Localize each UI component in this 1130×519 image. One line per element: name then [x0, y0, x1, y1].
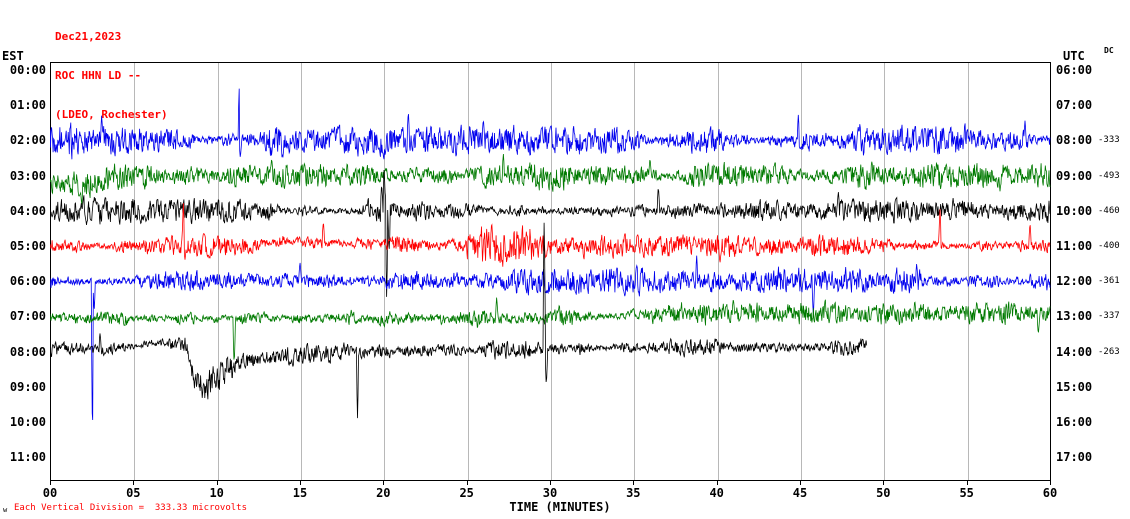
grid-line — [884, 63, 886, 480]
grid-line — [467, 63, 469, 480]
right-axis-label: UTC — [1063, 49, 1085, 63]
dc-offset-value: -263 — [1098, 346, 1120, 357]
est-time-label: 07:00 — [9, 309, 46, 324]
grid-line — [384, 63, 386, 480]
utc-time-label: 11:00 — [1056, 239, 1093, 253]
est-time-label: 04:00 — [9, 203, 46, 218]
dc-offset-value: -400 — [1098, 241, 1120, 251]
seismo-trace-0800-est — [50, 222, 868, 419]
plot-area — [50, 62, 1051, 481]
x-tick-mark — [383, 481, 385, 485]
utc-time-label: 14:00 — [1056, 344, 1093, 359]
x-tick-label: 15 — [292, 486, 308, 500]
x-tick-label: 55 — [959, 486, 974, 500]
utc-time-label: 08:00 — [1056, 133, 1093, 148]
utc-time-label: 06:00 — [1056, 63, 1093, 77]
seismo-trace-0600-est — [50, 255, 1051, 421]
scale-note: Each Vertical Division = 333.33 microvol… — [14, 503, 247, 513]
utc-time-label: 16:00 — [1056, 415, 1093, 429]
left-axis-label: EST — [2, 49, 24, 63]
grid-line — [134, 63, 136, 480]
est-time-label: 05:00 — [9, 239, 46, 253]
dc-offset-value: -361 — [1098, 276, 1120, 287]
grid-line — [551, 63, 552, 480]
grid-line — [967, 63, 969, 480]
x-tick-label: 35 — [626, 486, 641, 500]
est-time-label: 11:00 — [9, 450, 46, 465]
x-tick-mark — [216, 481, 218, 485]
est-time-label: 02:00 — [9, 133, 46, 148]
est-time-label: 01:00 — [9, 98, 46, 113]
utc-time-label: 09:00 — [1056, 168, 1093, 183]
header-station: ROC HHN LD -- — [55, 69, 142, 82]
x-tick-label: 50 — [876, 486, 891, 500]
est-time-label: 00:00 — [9, 63, 46, 77]
est-time-label: 09:00 — [9, 379, 46, 394]
est-time-label: 03:00 — [9, 168, 46, 183]
x-tick-mark — [133, 481, 135, 485]
x-tick-mark — [633, 481, 635, 485]
grid-line — [717, 63, 719, 480]
x-tick-label: 30 — [542, 486, 558, 500]
dc-offset-value: -337 — [1098, 311, 1120, 322]
x-tick-label: 45 — [792, 486, 808, 500]
utc-time-label: 07:00 — [1056, 98, 1093, 113]
dc-offset-value: -493 — [1098, 170, 1120, 181]
seismo-trace-0200-est — [50, 88, 1051, 160]
x-tick-mark — [466, 481, 468, 485]
dc-offset-value: -333 — [1098, 135, 1120, 146]
grid-line — [801, 63, 802, 480]
utc-time-label: 13:00 — [1056, 309, 1093, 324]
x-tick-mark — [50, 481, 51, 485]
x-tick-mark — [716, 481, 718, 485]
x-tick-mark — [800, 481, 801, 485]
corner-mark: w — [3, 506, 8, 514]
utc-time-label: 17:00 — [1056, 450, 1093, 465]
x-tick-label: 10 — [209, 486, 224, 500]
seismo-trace-0300-est — [50, 153, 1051, 205]
x-axis-title: TIME (MINUTES) — [509, 500, 611, 514]
est-time-label: 06:00 — [9, 274, 46, 289]
dc-column-label: DC — [1104, 46, 1114, 55]
x-tick-mark — [883, 481, 885, 485]
grid-line — [634, 63, 636, 480]
grid-line — [217, 63, 219, 480]
x-tick-mark — [1050, 481, 1051, 485]
x-tick-label: 20 — [376, 486, 391, 500]
grid-line — [301, 63, 302, 480]
x-tick-label: 40 — [709, 486, 724, 500]
x-tick-mark — [550, 481, 551, 485]
x-tick-label: 25 — [459, 486, 474, 500]
x-tick-label: 00 — [42, 486, 58, 500]
seismogram-canvas — [50, 88, 1051, 421]
utc-time-label: 15:00 — [1056, 379, 1093, 394]
seismo-trace-0400-est — [50, 169, 1051, 297]
dc-offset-value: -460 — [1098, 205, 1120, 216]
x-tick-label: 60 — [1042, 486, 1058, 500]
seismo-trace-0500-est — [50, 203, 1051, 267]
x-tick-mark — [300, 481, 301, 485]
header-date: Dec21,2023 — [55, 30, 122, 43]
utc-time-label: 12:00 — [1056, 274, 1093, 289]
seismo-trace-0700-est — [50, 297, 1051, 360]
x-tick-mark — [966, 481, 968, 485]
x-tick-label: 05 — [126, 486, 141, 500]
utc-time-label: 10:00 — [1056, 203, 1093, 218]
est-time-label: 08:00 — [9, 344, 46, 359]
est-time-label: 10:00 — [9, 415, 46, 429]
